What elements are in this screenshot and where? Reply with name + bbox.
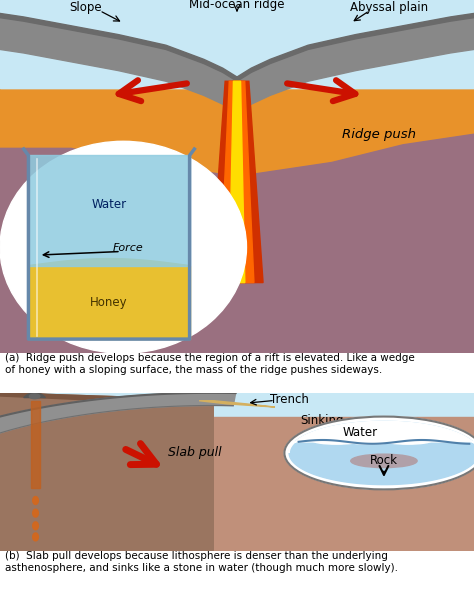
Text: (b)  Slab pull develops because lithosphere is denser than the underlying
asthen: (b) Slab pull develops because lithosphe…	[5, 551, 398, 572]
Text: Slab pull: Slab pull	[167, 446, 221, 459]
Polygon shape	[0, 393, 474, 417]
Polygon shape	[0, 393, 213, 406]
Text: Honey: Honey	[90, 296, 128, 309]
Polygon shape	[28, 266, 190, 339]
Text: Mid-ocean ridge: Mid-ocean ridge	[189, 0, 285, 11]
Text: (a)  Ridge push develops because the region of a rift is elevated. Like a wedge
: (a) Ridge push develops because the regi…	[5, 353, 414, 375]
Polygon shape	[24, 393, 46, 398]
Polygon shape	[0, 393, 213, 551]
Text: Slope: Slope	[69, 1, 101, 13]
Polygon shape	[0, 0, 474, 353]
Text: Trench: Trench	[270, 393, 309, 406]
Polygon shape	[237, 18, 474, 113]
Ellipse shape	[33, 522, 38, 530]
Text: Sinking
slab: Sinking slab	[301, 414, 344, 442]
Polygon shape	[0, 417, 474, 551]
Text: Force: Force	[113, 244, 143, 253]
Text: Abyssal plain: Abyssal plain	[350, 1, 428, 13]
Polygon shape	[0, 393, 236, 479]
Ellipse shape	[0, 141, 246, 353]
Ellipse shape	[33, 509, 38, 517]
Polygon shape	[31, 401, 40, 488]
Polygon shape	[199, 401, 275, 407]
Polygon shape	[229, 81, 245, 283]
Polygon shape	[289, 421, 474, 485]
Polygon shape	[0, 393, 474, 551]
Polygon shape	[28, 259, 190, 266]
Polygon shape	[0, 134, 474, 353]
Ellipse shape	[384, 437, 431, 444]
Text: Rock: Rock	[370, 454, 398, 467]
Polygon shape	[0, 0, 474, 88]
Polygon shape	[0, 0, 474, 88]
Polygon shape	[289, 421, 474, 453]
Ellipse shape	[29, 394, 40, 399]
Polygon shape	[211, 81, 263, 283]
Polygon shape	[237, 13, 474, 81]
Polygon shape	[0, 13, 237, 81]
Ellipse shape	[33, 533, 38, 541]
Polygon shape	[0, 18, 237, 113]
Ellipse shape	[284, 417, 474, 490]
Text: Water: Water	[343, 426, 378, 439]
Polygon shape	[220, 81, 254, 283]
Ellipse shape	[346, 437, 393, 444]
Text: Ridge push: Ridge push	[342, 128, 416, 141]
Ellipse shape	[351, 454, 417, 468]
Ellipse shape	[313, 437, 360, 444]
Text: Water: Water	[91, 199, 127, 211]
Ellipse shape	[33, 496, 38, 504]
Polygon shape	[28, 155, 190, 266]
Polygon shape	[0, 393, 474, 417]
